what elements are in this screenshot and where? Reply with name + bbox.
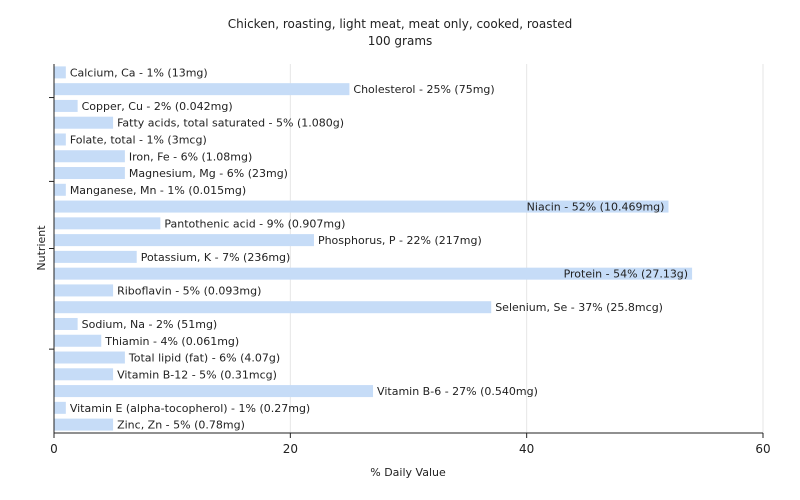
bar-label-1: Cholesterol - 25% (75mg) bbox=[353, 83, 494, 96]
bar-label-0: Calcium, Ca - 1% (13mg) bbox=[70, 66, 208, 79]
bar-1 bbox=[54, 83, 350, 96]
bar-label-9: Pantothenic acid - 9% (0.907mg) bbox=[164, 217, 345, 230]
bar-label-10: Phosphorus, P - 22% (217mg) bbox=[318, 234, 482, 247]
bar-label-2: Copper, Cu - 2% (0.042mg) bbox=[82, 100, 233, 113]
bar-label-17: Total lipid (fat) - 6% (4.07g) bbox=[128, 352, 280, 365]
bar-5 bbox=[54, 150, 125, 163]
bar-12 bbox=[54, 267, 693, 280]
bar-20 bbox=[54, 401, 66, 414]
bar-label-3: Fatty acids, total saturated - 5% (1.080… bbox=[117, 117, 344, 130]
bar-8 bbox=[54, 200, 669, 213]
bar-13 bbox=[54, 284, 114, 297]
bar-18 bbox=[54, 368, 114, 381]
bar-label-18: Vitamin B-12 - 5% (0.31mcg) bbox=[117, 368, 277, 381]
plot-background bbox=[54, 64, 763, 433]
bar-19 bbox=[54, 385, 374, 398]
bar-15 bbox=[54, 317, 78, 330]
bar-11 bbox=[54, 250, 137, 263]
bar-16 bbox=[54, 334, 102, 347]
bar-17 bbox=[54, 351, 125, 364]
bar-7 bbox=[54, 183, 66, 196]
bar-label-8: Niacin - 52% (10.469mg) bbox=[527, 201, 665, 214]
bar-21 bbox=[54, 418, 114, 431]
bar-2 bbox=[54, 99, 78, 112]
bar-4 bbox=[54, 133, 66, 146]
bar-10 bbox=[54, 234, 314, 247]
y-axis-title: Nutrient bbox=[35, 225, 48, 271]
bar-6 bbox=[54, 167, 125, 180]
bar-label-11: Potassium, K - 7% (236mg) bbox=[141, 251, 291, 264]
bar-label-7: Manganese, Mn - 1% (0.015mg) bbox=[70, 184, 246, 197]
chart-title-line-2: 100 grams bbox=[368, 34, 433, 48]
bar-label-4: Folate, total - 1% (3mcg) bbox=[70, 133, 207, 146]
x-tick-label-1: 20 bbox=[283, 442, 298, 456]
plot-area: Calcium, Ca - 1% (13mg) Cholesterol - 25%… bbox=[49, 64, 771, 456]
x-tick-label-3: 60 bbox=[755, 442, 770, 456]
bar-label-14: Selenium, Se - 37% (25.8mcg) bbox=[495, 301, 663, 314]
bar-label-13: Riboflavin - 5% (0.093mg) bbox=[117, 284, 261, 297]
bar-9 bbox=[54, 217, 161, 230]
bar-14 bbox=[54, 301, 492, 314]
bar-3 bbox=[54, 116, 114, 129]
bar-label-12: Protein - 54% (27.13g) bbox=[564, 268, 689, 281]
bar-label-19: Vitamin B-6 - 27% (0.540mg) bbox=[377, 385, 538, 398]
bar-0 bbox=[54, 66, 66, 79]
chart-title-line-1: Chicken, roasting, light meat, meat only… bbox=[228, 17, 572, 31]
bar-label-5: Iron, Fe - 6% (1.08mg) bbox=[129, 150, 252, 163]
x-tick-label-0: 0 bbox=[50, 442, 58, 456]
bar-label-15: Sodium, Na - 2% (51mg) bbox=[82, 318, 218, 331]
x-tick-label-2: 40 bbox=[519, 442, 534, 456]
bar-label-6: Magnesium, Mg - 6% (23mg) bbox=[129, 167, 288, 180]
bar-label-16: Thiamin - 4% (0.061mg) bbox=[104, 335, 239, 348]
bar-label-21: Zinc, Zn - 5% (0.78mg) bbox=[117, 419, 245, 432]
x-axis-title: % Daily Value bbox=[370, 466, 446, 479]
bar-label-20: Vitamin E (alpha-tocopherol) - 1% (0.27m… bbox=[70, 402, 310, 415]
